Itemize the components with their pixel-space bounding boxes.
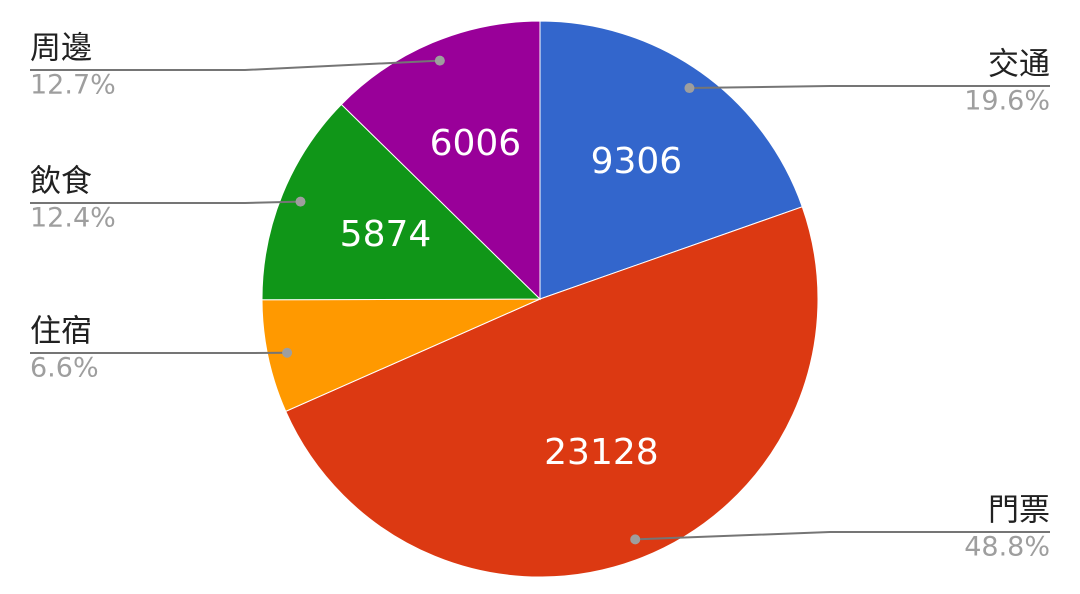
pie-slice [261,103,542,301]
percent-label: 6.6% [30,353,99,384]
leader-line [30,200,301,204]
percent-label: 19.6% [964,86,1050,117]
legend-label: 周邊 [30,31,92,67]
legend-label: 飲食 [30,164,92,200]
slice-value-label: 9306 [591,141,683,182]
leader-dot [684,83,695,94]
leader-line [30,59,440,71]
leader-dot [434,55,445,66]
leader-line [635,531,1050,541]
legend-label: 交通 [988,47,1050,83]
pie-slice [340,20,541,301]
slice-value-label: 5874 [340,214,432,255]
percent-label: 48.8% [964,532,1050,563]
percent-label: 12.7% [30,70,116,101]
legend-label: 門票 [988,493,1050,529]
legend-label: 住宿 [30,314,92,350]
pie-slice [285,206,819,578]
leader-dot [295,196,306,207]
slice-value-label: 23128 [544,432,659,473]
leader-dot [630,534,641,545]
leader-dot [282,347,293,358]
slice-value-label: 6006 [430,123,522,164]
pie-slice [261,298,541,413]
percent-label: 12.4% [30,203,116,234]
leader-line [689,85,1050,90]
